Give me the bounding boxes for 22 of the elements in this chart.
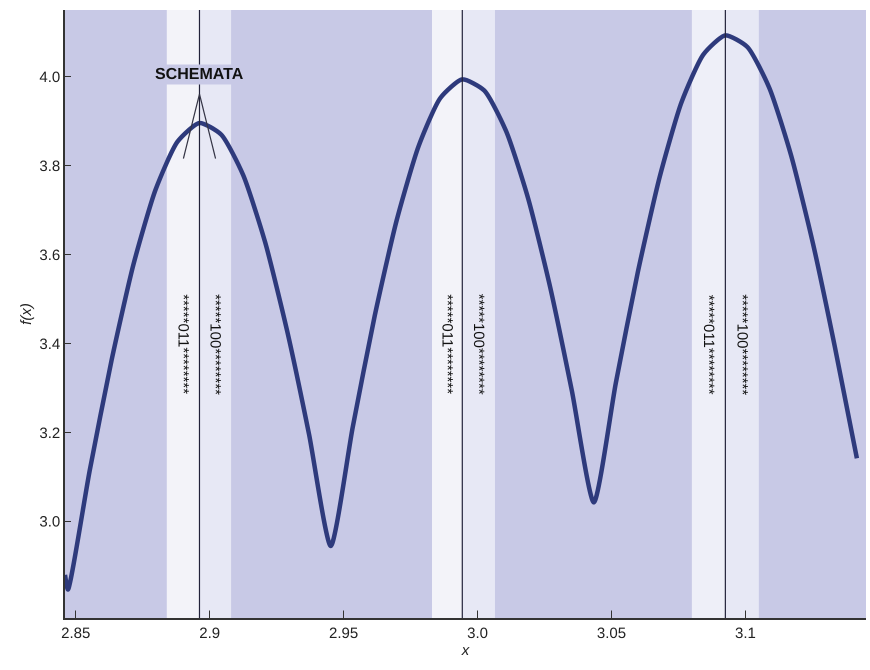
y-tick-label: 3.6: [39, 246, 60, 264]
y-tick-label: 3.4: [39, 336, 60, 353]
annotation: SCHEMATA: [155, 66, 244, 83]
x-tick-label: 3.0: [467, 624, 488, 642]
y-tick-label: 3.8: [39, 158, 60, 175]
band-label: *****011********: [700, 294, 718, 395]
y-tick-label: 3.0: [39, 514, 60, 531]
band-label: *****011********: [174, 294, 192, 394]
x-tick-label: 3.05: [596, 624, 626, 642]
line-series: [65, 33, 860, 592]
y-tick-label: 4.0: [39, 68, 60, 86]
x-tick-label: 2.95: [329, 624, 358, 642]
x-tick-label: 2.85: [61, 624, 90, 642]
y-tick-label: 3.2: [39, 424, 60, 442]
x-tick-label: 2.9: [199, 624, 220, 642]
x-axis-title: x: [460, 642, 470, 659]
y-axis-title: f(x): [18, 303, 36, 325]
x-tick-label: 3.1: [735, 624, 756, 642]
band-label: *****100********: [734, 294, 750, 396]
band-label: *****011********: [438, 294, 456, 394]
band-label: *****100********: [206, 294, 224, 396]
band-label: *****100********: [470, 294, 488, 395]
